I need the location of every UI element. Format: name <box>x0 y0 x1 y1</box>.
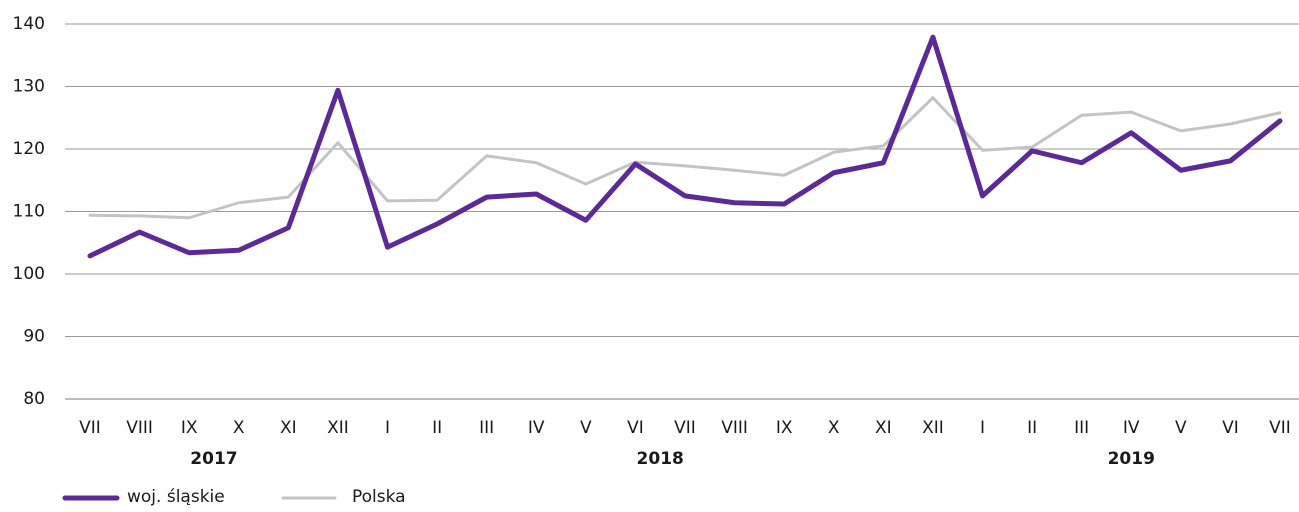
x-tick-label: IX <box>181 418 198 438</box>
x-tick-label: XII <box>922 418 944 438</box>
x-tick-label: VI <box>627 418 644 438</box>
x-tick-label: VII <box>674 418 696 438</box>
x-tick-label: I <box>385 418 390 438</box>
x-tick-label: VIII <box>126 418 153 438</box>
x-tick-label: XII <box>327 418 349 438</box>
y-tick-label: 110 <box>13 202 45 222</box>
year-label: 2017 <box>190 449 237 469</box>
x-tick-label: IX <box>776 418 793 438</box>
y-tick-label: 100 <box>13 264 45 284</box>
x-tick-label: XI <box>875 418 892 438</box>
series-line <box>88 96 1282 220</box>
x-tick-label: V <box>580 418 592 438</box>
x-tick-label: IV <box>1123 418 1140 438</box>
x-tick-label: V <box>1175 418 1187 438</box>
x-tick-label: II <box>432 418 442 438</box>
x-tick-label: II <box>1027 418 1037 438</box>
y-tick-label: 90 <box>23 327 45 347</box>
y-tick-label: 130 <box>13 77 45 97</box>
y-tick-label: 80 <box>23 389 45 409</box>
x-tick-label: XI <box>280 418 297 438</box>
x-tick-label: VII <box>1269 418 1291 438</box>
legend-label: woj. śląskie <box>127 487 225 507</box>
x-tick-label: I <box>980 418 985 438</box>
y-tick-label: 120 <box>13 139 45 159</box>
x-tick-label: VI <box>1222 418 1239 438</box>
y-tick-label: 140 <box>13 14 45 34</box>
legend-label: Polska <box>352 487 406 507</box>
x-tick-label: III <box>479 418 494 438</box>
x-tick-label: VII <box>79 418 101 438</box>
series-line <box>87 34 1283 259</box>
x-tick-label: VIII <box>721 418 748 438</box>
x-tick-label: X <box>233 418 245 438</box>
x-tick-label: III <box>1074 418 1089 438</box>
x-tick-label: X <box>828 418 840 438</box>
year-label: 2018 <box>637 449 684 469</box>
x-tick-label: IV <box>528 418 545 438</box>
year-label: 2019 <box>1108 449 1155 469</box>
